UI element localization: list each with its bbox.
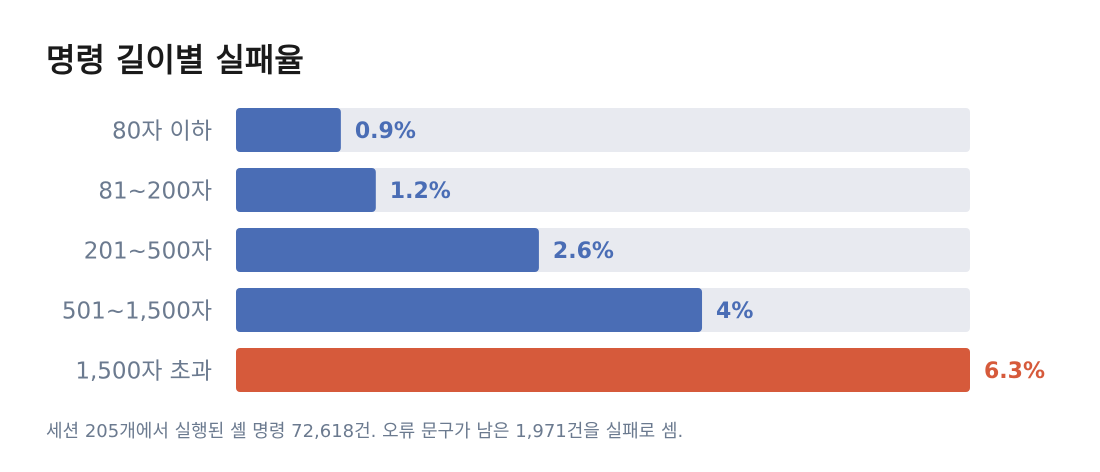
bar <box>236 228 539 272</box>
bar <box>236 108 341 152</box>
y-tick-label: 201~500자 <box>84 239 212 265</box>
chart-title: 명령 길이별 실패율 <box>46 41 304 79</box>
value-label: 0.9% <box>355 119 416 144</box>
footnote: 세션 205개에서 실행된 셸 명령 72,618건. 오류 문구가 남은 1,… <box>46 421 683 442</box>
bar <box>236 168 376 212</box>
value-label: 2.6% <box>553 239 614 264</box>
y-tick-label: 1,500자 초과 <box>75 359 212 385</box>
value-label: 4% <box>716 299 753 324</box>
y-tick-label: 501~1,500자 <box>62 299 212 325</box>
bar <box>236 288 703 332</box>
y-tick-label: 80자 이하 <box>112 119 212 145</box>
bar-track <box>236 108 970 152</box>
y-tick-label: 81~200자 <box>98 179 212 205</box>
bar-track <box>236 168 970 212</box>
value-label: 1.2% <box>390 179 451 204</box>
bar <box>236 348 970 392</box>
value-label: 6.3% <box>984 359 1045 384</box>
